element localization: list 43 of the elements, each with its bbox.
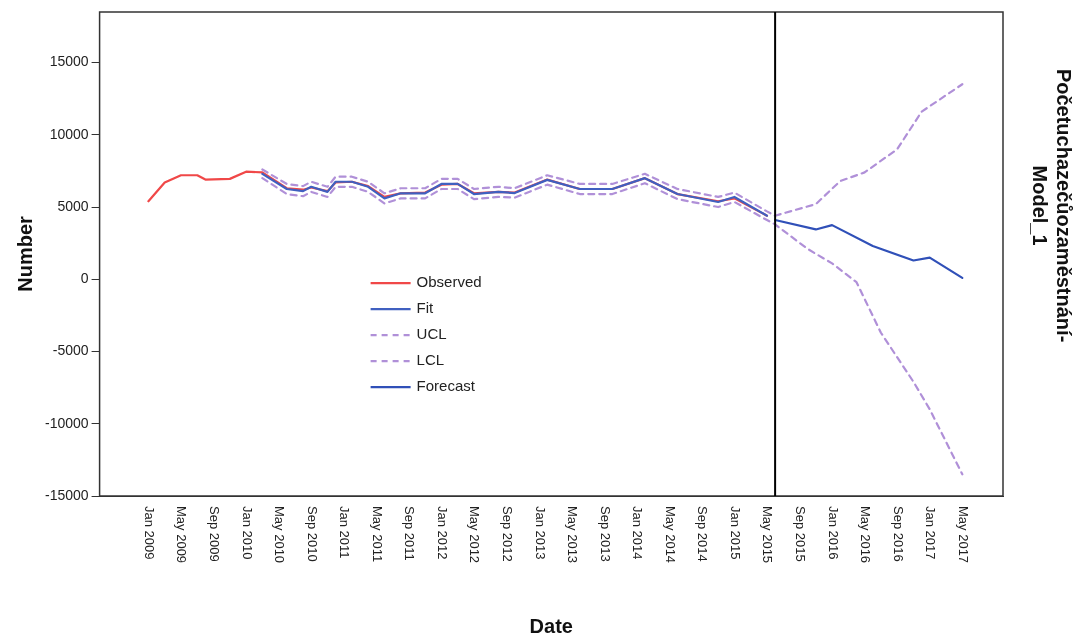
y-tick-label: 5000 <box>57 197 89 214</box>
x-tick-label: Jan 2014 <box>630 506 646 560</box>
y-tick-label: -10000 <box>45 414 89 431</box>
x-tick-label: Sep 2013 <box>597 506 613 562</box>
x-tick-label: Sep 2010 <box>304 506 320 562</box>
x-tick-label: May 2009 <box>174 506 190 564</box>
x-tick-label: May 2015 <box>760 506 776 564</box>
x-tick-label: Sep 2012 <box>499 506 515 562</box>
legend-label: Forecast <box>416 377 476 395</box>
y-tick-label: 10000 <box>49 125 89 142</box>
legend-label: Fit <box>416 299 435 317</box>
line-series <box>261 83 964 217</box>
x-tick-label: Jan 2011 <box>337 506 353 559</box>
x-tick-label: Sep 2009 <box>206 506 222 562</box>
x-tick-label: Jan 2013 <box>532 506 548 560</box>
x-axis-title: Date <box>529 614 573 637</box>
x-tick-label: Sep 2014 <box>695 506 711 562</box>
x-tick-label: May 2013 <box>565 506 581 564</box>
y-axis-title: Number <box>13 216 36 292</box>
x-tick-label: Sep 2015 <box>792 506 808 562</box>
y-tick-label: -15000 <box>45 486 89 503</box>
x-tick-label: Sep 2016 <box>890 506 906 562</box>
x-tick-label: May 2011 <box>369 506 385 563</box>
text: Početuchazečůozaměstnání-Model_1 <box>1029 68 1076 343</box>
legend-label: LCL <box>416 351 445 369</box>
x-tick-label: Jan 2017 <box>923 506 939 560</box>
y-tick-label: 15000 <box>49 53 89 70</box>
y-tick-label: 0 <box>80 270 89 287</box>
x-tick-label: Jan 2012 <box>434 506 450 560</box>
x-tick-label: Jan 2010 <box>239 506 255 560</box>
line-series <box>261 177 964 476</box>
x-tick-label: May 2012 <box>467 506 483 564</box>
legend-label: Observed <box>416 273 482 291</box>
x-tick-label: Jan 2009 <box>141 506 157 560</box>
x-tick-label: Jan 2015 <box>727 506 743 560</box>
x-tick-label: May 2010 <box>272 506 288 564</box>
x-tick-label: Jan 2016 <box>825 506 841 560</box>
x-tick-label: May 2014 <box>662 506 678 564</box>
x-tick-label: May 2017 <box>955 506 971 564</box>
x-tick-label: May 2016 <box>858 506 874 564</box>
legend-label: UCL <box>416 325 447 343</box>
x-tick-label: Sep 2011 <box>402 506 418 561</box>
y-tick-label: -5000 <box>52 342 89 359</box>
